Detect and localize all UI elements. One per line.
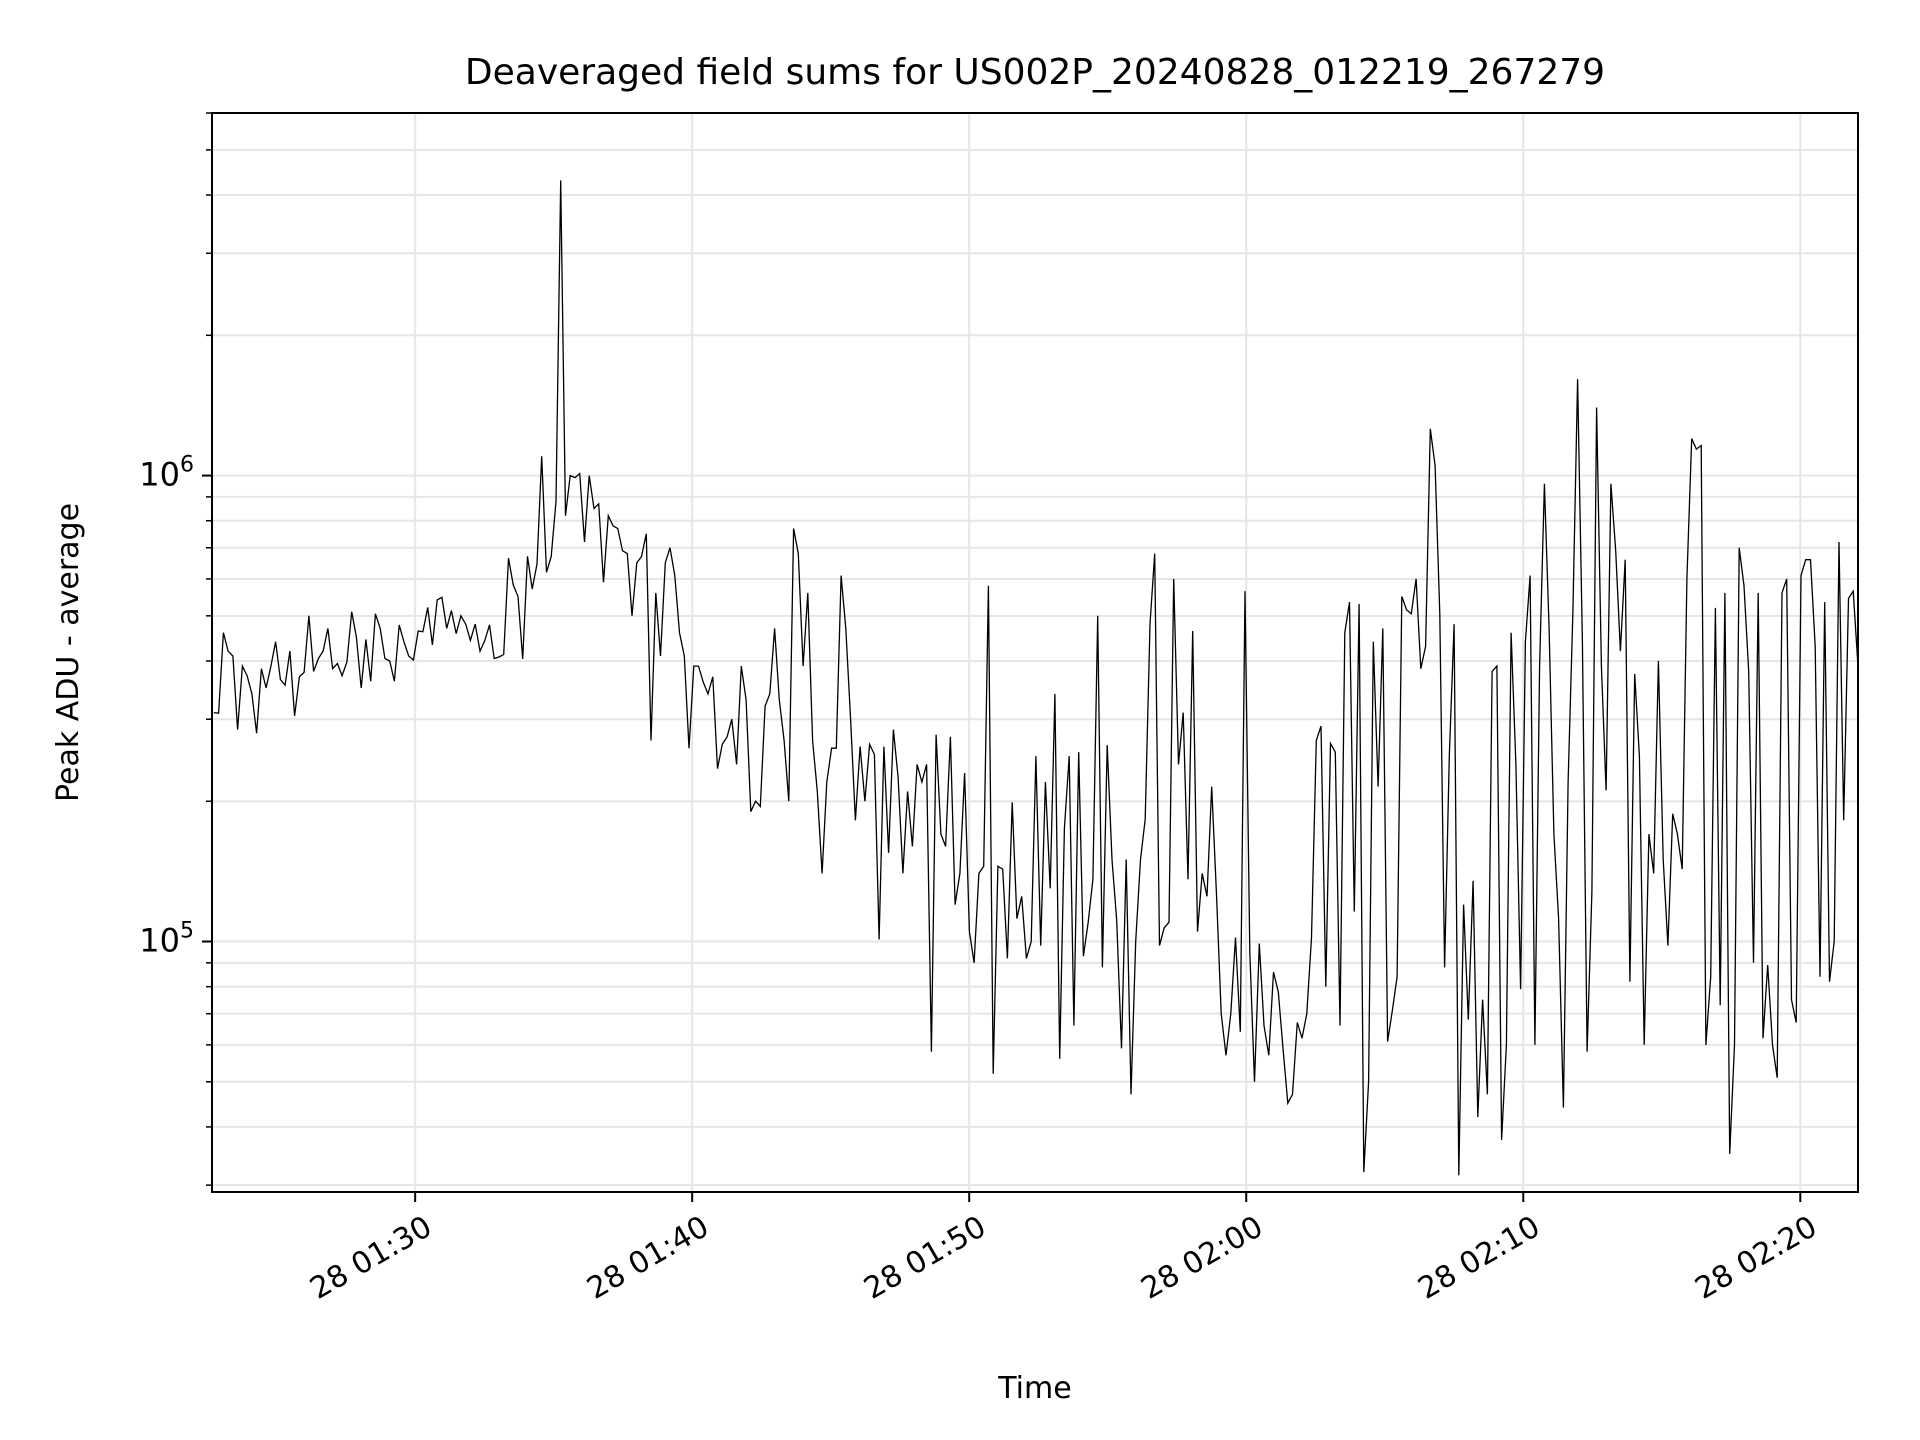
- x-tick-label: 28 02:20: [1689, 1209, 1823, 1306]
- y-tick-base: 10: [139, 456, 180, 494]
- y-tick-exponent: 6: [180, 453, 194, 478]
- x-axis-label: Time: [997, 1371, 1071, 1406]
- y-tick-exponent: 5: [180, 919, 194, 944]
- y-tick-base: 10: [139, 922, 180, 960]
- y-tick-label: 106: [139, 453, 194, 494]
- x-tick-label: 28 01:50: [858, 1209, 992, 1306]
- chart-title: Deaveraged field sums for US002P_2024082…: [465, 52, 1605, 93]
- x-axis: 28 01:30 28 01:40 28 01:50 28 02:00 28 02:10…: [304, 1192, 1823, 1307]
- x-tick-label: 28 01:30: [304, 1209, 438, 1306]
- y-axis-label: Peak ADU - average: [51, 503, 86, 802]
- plot-frame: [211, 112, 1859, 1193]
- x-tick-label: 28 01:40: [581, 1209, 715, 1306]
- series-line: [213, 180, 1859, 1176]
- x-gridlines: [414, 113, 1802, 1192]
- y-tick-label: 105: [139, 919, 194, 960]
- y-gridlines: [212, 112, 1858, 1187]
- x-tick-label: 28 02:10: [1412, 1209, 1546, 1306]
- x-tick-label: 28 02:00: [1135, 1209, 1269, 1306]
